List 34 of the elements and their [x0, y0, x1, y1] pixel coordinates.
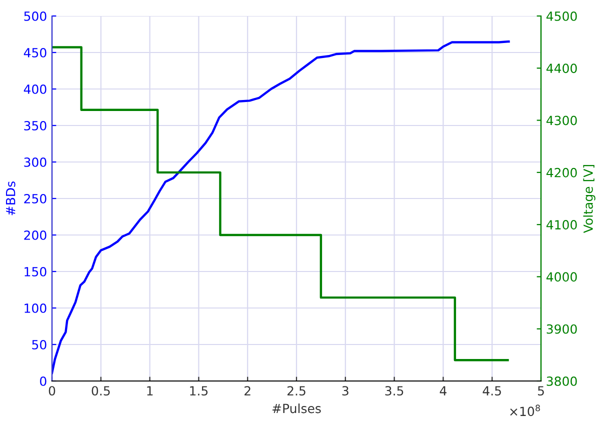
x-tick-label: 1.5: [190, 386, 208, 396]
x-tick-label: 5: [538, 386, 544, 396]
y-tick-label: 0: [40, 376, 46, 386]
y-axis-title: #BDs: [6, 182, 16, 216]
y-tick-label: 300: [24, 157, 46, 167]
y2-tick-label: 3900: [546, 324, 577, 334]
y2-tick-label: 4000: [546, 272, 577, 282]
y2-tick-label: 4300: [546, 116, 577, 126]
x-tick-label: 4: [440, 386, 446, 396]
x-axis-title: #Pulses: [272, 404, 321, 414]
x-tick-label: 0: [48, 386, 56, 396]
y-tick-label: 350: [24, 120, 46, 130]
y2-axis-title: Voltage [V]: [583, 164, 596, 233]
y2-tick-label: 4500: [546, 11, 577, 21]
y-tick-label: 400: [24, 84, 46, 94]
y-tick-label: 200: [24, 230, 46, 240]
x-tick-label: 1: [147, 386, 153, 396]
y-tick-label: 500: [24, 11, 46, 21]
y-tick-label: 50: [32, 340, 46, 350]
y-tick-label: 150: [24, 266, 46, 276]
x-tick-label: 2: [244, 386, 250, 396]
y2-tick-label: 4400: [546, 64, 577, 74]
x-tick-label: 2.5: [287, 386, 306, 396]
y-tick-label: 250: [24, 194, 46, 204]
x-tick-label: 3.5: [385, 386, 404, 396]
y2-tick-label: 4200: [546, 168, 577, 178]
x-tick-label: 4.5: [482, 386, 501, 396]
x-tick-label: 3: [342, 386, 348, 396]
y-tick-label: 100: [24, 303, 46, 313]
y2-tick-label: 3800: [546, 376, 577, 386]
y2-tick-label: 4100: [546, 220, 577, 230]
x-tick-label: 0.5: [92, 386, 110, 396]
text: ×10$^{8}$: [510, 404, 540, 416]
y-tick-label: 450: [24, 48, 46, 58]
